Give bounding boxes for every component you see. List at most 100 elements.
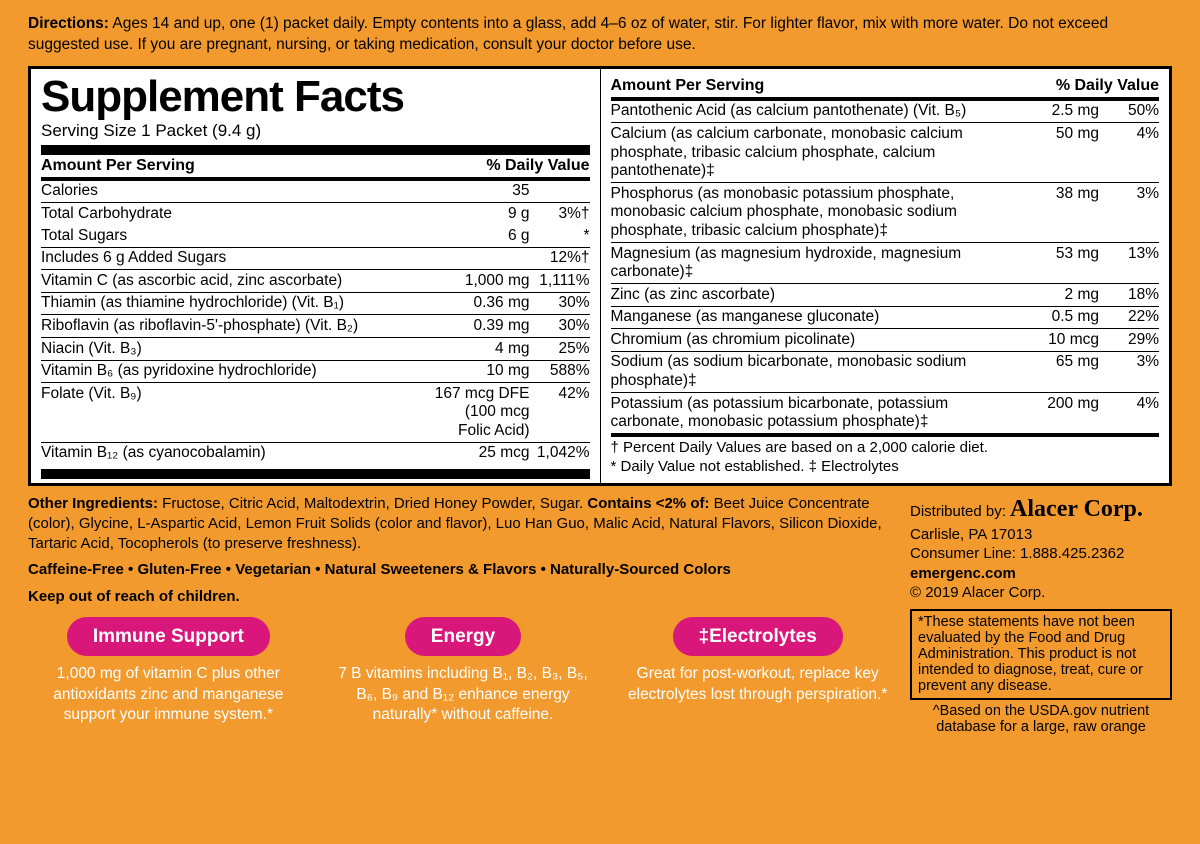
nutrient-amount: 38 mg: [999, 183, 1099, 243]
nutrient-name: Total Carbohydrate: [41, 203, 430, 225]
badge-description: 1,000 mg of vitamin C plus other antioxi…: [28, 664, 309, 724]
nutrient-name: Calories: [41, 181, 430, 203]
brand-name: Alacer Corp.: [1010, 496, 1143, 522]
supplement-facts-panel: Supplement Facts Serving Size 1 Packet (…: [28, 66, 1172, 486]
contains-label: Contains <2% of:: [587, 495, 709, 512]
nutrient-row: Manganese (as manganese gluconate)0.5 mg…: [611, 306, 1160, 329]
nutrient-row: Zinc (as zinc ascorbate)2 mg18%: [611, 284, 1160, 307]
nutrient-dv: 30%: [530, 292, 590, 315]
footnotes: † Percent Daily Values are based on a 2,…: [611, 437, 1160, 477]
nutrient-amount: 0.5 mg: [999, 306, 1099, 329]
other-ingredients-block: Other Ingredients: Fructose, Citric Acid…: [28, 494, 898, 737]
other-ingredients-text: Fructose, Citric Acid, Maltodextrin, Dri…: [158, 495, 587, 512]
nutrient-name: Calcium (as calcium carbonate, monobasic…: [611, 123, 1000, 183]
nutrient-amount: 4 mg: [430, 338, 530, 361]
nutrient-amount: 0.36 mg: [430, 292, 530, 315]
badge-pill: ‡Electrolytes: [673, 617, 843, 657]
nutrient-amount: 25 mcg: [430, 442, 530, 464]
nutrient-row: Magnesium (as magnesium hydroxide, magne…: [611, 243, 1160, 284]
nutrient-name: Folate (Vit. B₉): [41, 383, 430, 443]
nutrient-dv: [530, 181, 590, 203]
nutrient-dv: 29%: [1099, 329, 1159, 352]
nutrient-row: Pantothenic Acid (as calcium pantothenat…: [611, 101, 1160, 123]
nutrient-amount: 6 g: [430, 225, 530, 247]
supplement-facts-title: Supplement Facts: [41, 75, 590, 119]
header-dv: % Daily Value: [486, 157, 589, 175]
nutrient-name: Includes 6 g Added Sugars: [41, 247, 430, 270]
badge-column: Energy 7 B vitamins including B₁, B₂, B₃,…: [323, 617, 604, 725]
nutrient-amount: 10 mg: [430, 360, 530, 383]
consumer-line: Consumer Line: 1.888.425.2362: [910, 544, 1172, 564]
website-text: emergenc.com: [910, 565, 1016, 582]
nutrient-row: Folate (Vit. B₉)167 mcg DFE (100 mcg Fol…: [41, 383, 590, 443]
badge-description: 7 B vitamins including B₁, B₂, B₃, B₅, B…: [323, 664, 604, 724]
nutrient-amount: 10 mcg: [999, 329, 1099, 352]
nutrient-name: Chromium (as chromium picolinate): [611, 329, 1000, 352]
nutrient-name: Potassium (as potassium bicarbonate, pot…: [611, 393, 1000, 434]
nutrient-row: Sodium (as sodium bicarbonate, monobasic…: [611, 351, 1160, 392]
badge-pill: Energy: [405, 617, 521, 657]
badge-column: ‡ElectrolytesGreat for post-workout, rep…: [617, 617, 898, 725]
nutrient-amount: 65 mg: [999, 351, 1099, 392]
nutrient-amount: [430, 247, 530, 270]
left-header: Amount Per Serving % Daily Value: [41, 155, 590, 177]
badges-row: Immune Support1,000 mg of vitamin C plus…: [28, 617, 898, 725]
fda-disclaimer: *These statements have not been evaluate…: [910, 609, 1172, 701]
keep-out-warning: Keep out of reach of children.: [28, 587, 898, 607]
copyright: © 2019 Alacer Corp.: [910, 583, 1172, 603]
nutrient-amount: 53 mg: [999, 243, 1099, 284]
nutrient-dv: 1,042%: [530, 442, 590, 464]
nutrient-amount: 50 mg: [999, 123, 1099, 183]
nutrient-dv: 4%: [1099, 123, 1159, 183]
nutrient-amount: 2.5 mg: [999, 101, 1099, 123]
serving-size: Serving Size 1 Packet (9.4 g): [41, 121, 590, 141]
nutrient-name: Niacin (Vit. B₃): [41, 338, 430, 361]
distributed-by: Distributed by: Alacer Corp.: [910, 494, 1172, 525]
nutrient-name: Pantothenic Acid (as calcium pantothenat…: [611, 101, 1000, 123]
nutrient-dv: 3%: [1099, 351, 1159, 392]
nutrient-amount: 1,000 mg: [430, 270, 530, 293]
nutrient-dv: *: [530, 225, 590, 247]
footnote-pdv: † Percent Daily Values are based on a 2,…: [611, 439, 1160, 458]
left-nutrient-table: Calories35Total Carbohydrate9 g3%†Total …: [41, 181, 590, 465]
nutrient-row: Calcium (as calcium carbonate, monobasic…: [611, 123, 1160, 183]
nutrient-dv: 50%: [1099, 101, 1159, 123]
nutrient-name: Thiamin (as thiamine hydrochloride) (Vit…: [41, 292, 430, 315]
nutrient-name: Riboflavin (as riboflavin-5'-phosphate) …: [41, 315, 430, 338]
nutrient-row: Riboflavin (as riboflavin-5'-phosphate) …: [41, 315, 590, 338]
badge-column: Immune Support1,000 mg of vitamin C plus…: [28, 617, 309, 725]
nutrient-dv: 1,111%: [530, 270, 590, 293]
nutrient-name: Manganese (as manganese gluconate): [611, 306, 1000, 329]
product-tags: Caffeine-Free • Gluten-Free • Vegetarian…: [28, 560, 898, 580]
nutrient-dv: 588%: [530, 360, 590, 383]
nutrient-row: Total Sugars6 g*: [41, 225, 590, 247]
distributor-address: Carlisle, PA 17013: [910, 525, 1172, 545]
nutrient-name: Sodium (as sodium bicarbonate, monobasic…: [611, 351, 1000, 392]
nutrient-row: Calories35: [41, 181, 590, 203]
nutrient-row: Thiamin (as thiamine hydrochloride) (Vit…: [41, 292, 590, 315]
nutrient-name: Total Sugars: [41, 225, 430, 247]
below-panel: Other Ingredients: Fructose, Citric Acid…: [28, 494, 1172, 737]
distributed-by-label: Distributed by:: [910, 503, 1006, 520]
nutrient-amount: 35: [430, 181, 530, 203]
nutrient-row: Vitamin B₆ (as pyridoxine hydrochloride)…: [41, 360, 590, 383]
nutrient-amount: 200 mg: [999, 393, 1099, 434]
nutrient-name: Zinc (as zinc ascorbate): [611, 284, 1000, 307]
directions-label: Directions:: [28, 15, 109, 32]
nutrient-name: Phosphorus (as monobasic potassium phosp…: [611, 183, 1000, 243]
nutrient-row: Niacin (Vit. B₃)4 mg25%: [41, 338, 590, 361]
nutrient-name: Magnesium (as magnesium hydroxide, magne…: [611, 243, 1000, 284]
footnote-dvne: * Daily Value not established. ‡ Electro…: [611, 458, 1160, 477]
nutrient-name: Vitamin B₆ (as pyridoxine hydrochloride): [41, 360, 430, 383]
nutrient-dv: 18%: [1099, 284, 1159, 307]
nutrient-dv: 3%†: [530, 203, 590, 225]
directions-block: Directions: Ages 14 and up, one (1) pack…: [28, 14, 1172, 56]
nutrient-dv: 12%†: [530, 247, 590, 270]
right-header: Amount Per Serving % Daily Value: [611, 75, 1160, 97]
header-dv-r: % Daily Value: [1056, 77, 1159, 95]
nutrient-amount: 2 mg: [999, 284, 1099, 307]
website: emergenc.com: [910, 564, 1172, 584]
nutrient-dv: 42%: [530, 383, 590, 443]
nutrient-amount: 0.39 mg: [430, 315, 530, 338]
nutrient-row: Total Carbohydrate9 g3%†: [41, 203, 590, 225]
